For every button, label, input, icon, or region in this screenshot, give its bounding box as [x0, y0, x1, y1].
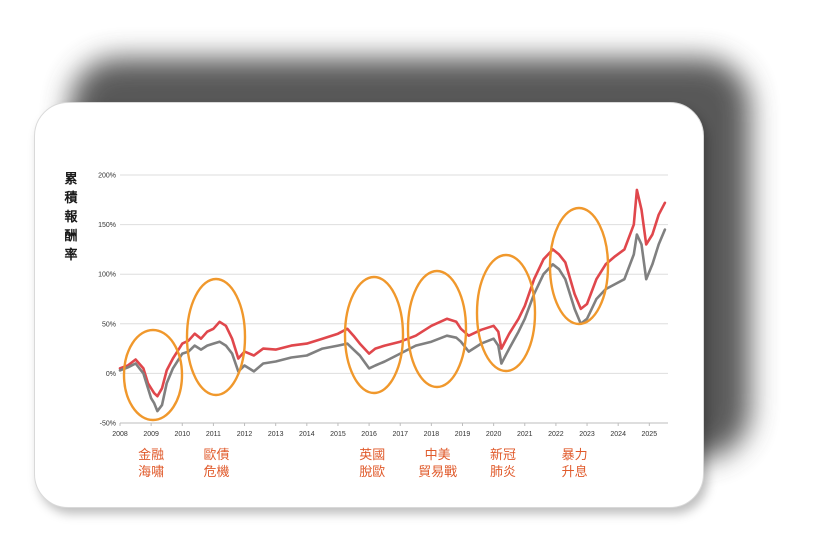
y-tick-label: 200%	[98, 173, 116, 180]
event-highlight-ellipse	[122, 328, 184, 422]
y-axis-label: 累積報酬率	[60, 170, 82, 265]
event-label-line1: 歐債	[203, 448, 230, 463]
event-label-line2: 升息	[561, 465, 588, 480]
event-label-line2: 危機	[203, 465, 230, 480]
x-tick-label: 2008	[112, 431, 128, 438]
y-tick-label: 0%	[106, 371, 116, 378]
x-tick-label: 2025	[642, 431, 658, 438]
x-tick-labels: 2008 2009 2010 2011 2012 2013 2014 2015 2016 2017…	[112, 422, 668, 438]
y-tick-label: 100%	[98, 272, 116, 279]
y-axis-label-char: 報	[64, 210, 78, 225]
x-tick-label: 2015	[330, 431, 346, 438]
x-tick-label: 2014	[299, 431, 315, 438]
event-highlight-ellipse	[343, 275, 405, 395]
x-tick-label: 2009	[143, 431, 159, 438]
event-highlight-ellipse	[548, 206, 610, 326]
event-highlight-ellipse	[406, 269, 468, 389]
x-tick-label: 2019	[455, 431, 471, 438]
x-tick-label: 2010	[174, 431, 190, 438]
y-tick-labels: -50% 0% 50% 100% 150% 200%	[98, 173, 116, 428]
event-label: 暴力 升息	[545, 447, 605, 481]
event-label-line2: 肺炎	[489, 465, 516, 480]
event-label-line2: 貿易戰	[418, 465, 458, 480]
x-tick-label: 2013	[268, 431, 284, 438]
x-tick-label: 2018	[424, 431, 440, 438]
event-label-line1: 金融	[138, 448, 165, 463]
event-highlights	[122, 206, 610, 422]
x-tick-label: 2022	[548, 431, 564, 438]
x-tick-label: 2016	[361, 431, 377, 438]
event-label-line1: 中美	[424, 448, 451, 463]
x-tick-label: 2012	[237, 431, 253, 438]
event-label: 金融 海嘯	[121, 447, 181, 481]
y-axis-label-char: 累	[64, 172, 78, 187]
x-tick-label: 2023	[579, 431, 595, 438]
y-axis-label-char: 酬	[64, 229, 78, 244]
event-label-line1: 新冠	[489, 448, 516, 463]
event-label-line2: 海嘯	[138, 465, 165, 480]
event-label: 中美 貿易戰	[408, 447, 468, 481]
x-tick-label: 2011	[206, 431, 221, 438]
y-axis-label-char: 積	[64, 191, 78, 206]
event-highlight-ellipse	[475, 253, 537, 373]
y-axis-label-char: 率	[64, 248, 78, 263]
x-tick-label: 2017	[392, 431, 408, 438]
x-tick-label: 2020	[486, 431, 502, 438]
event-label-line1: 暴力	[561, 448, 588, 463]
event-label: 英國 脫歐	[342, 447, 402, 481]
series-line-red	[118, 188, 667, 398]
event-label: 新冠 肺炎	[473, 447, 533, 481]
event-highlight-ellipse	[185, 277, 247, 397]
y-tick-label: 50%	[102, 321, 116, 328]
event-label: 歐債 危機	[187, 447, 247, 481]
x-tick-label: 2024	[610, 431, 626, 438]
event-label-line2: 脫歐	[359, 465, 386, 480]
gridlines	[120, 174, 668, 424]
y-tick-label: -50%	[100, 421, 116, 428]
event-label-line1: 英國	[359, 448, 386, 463]
y-tick-label: 150%	[98, 222, 116, 229]
x-tick-label: 2021	[517, 431, 533, 438]
series-line-grey	[118, 228, 667, 413]
